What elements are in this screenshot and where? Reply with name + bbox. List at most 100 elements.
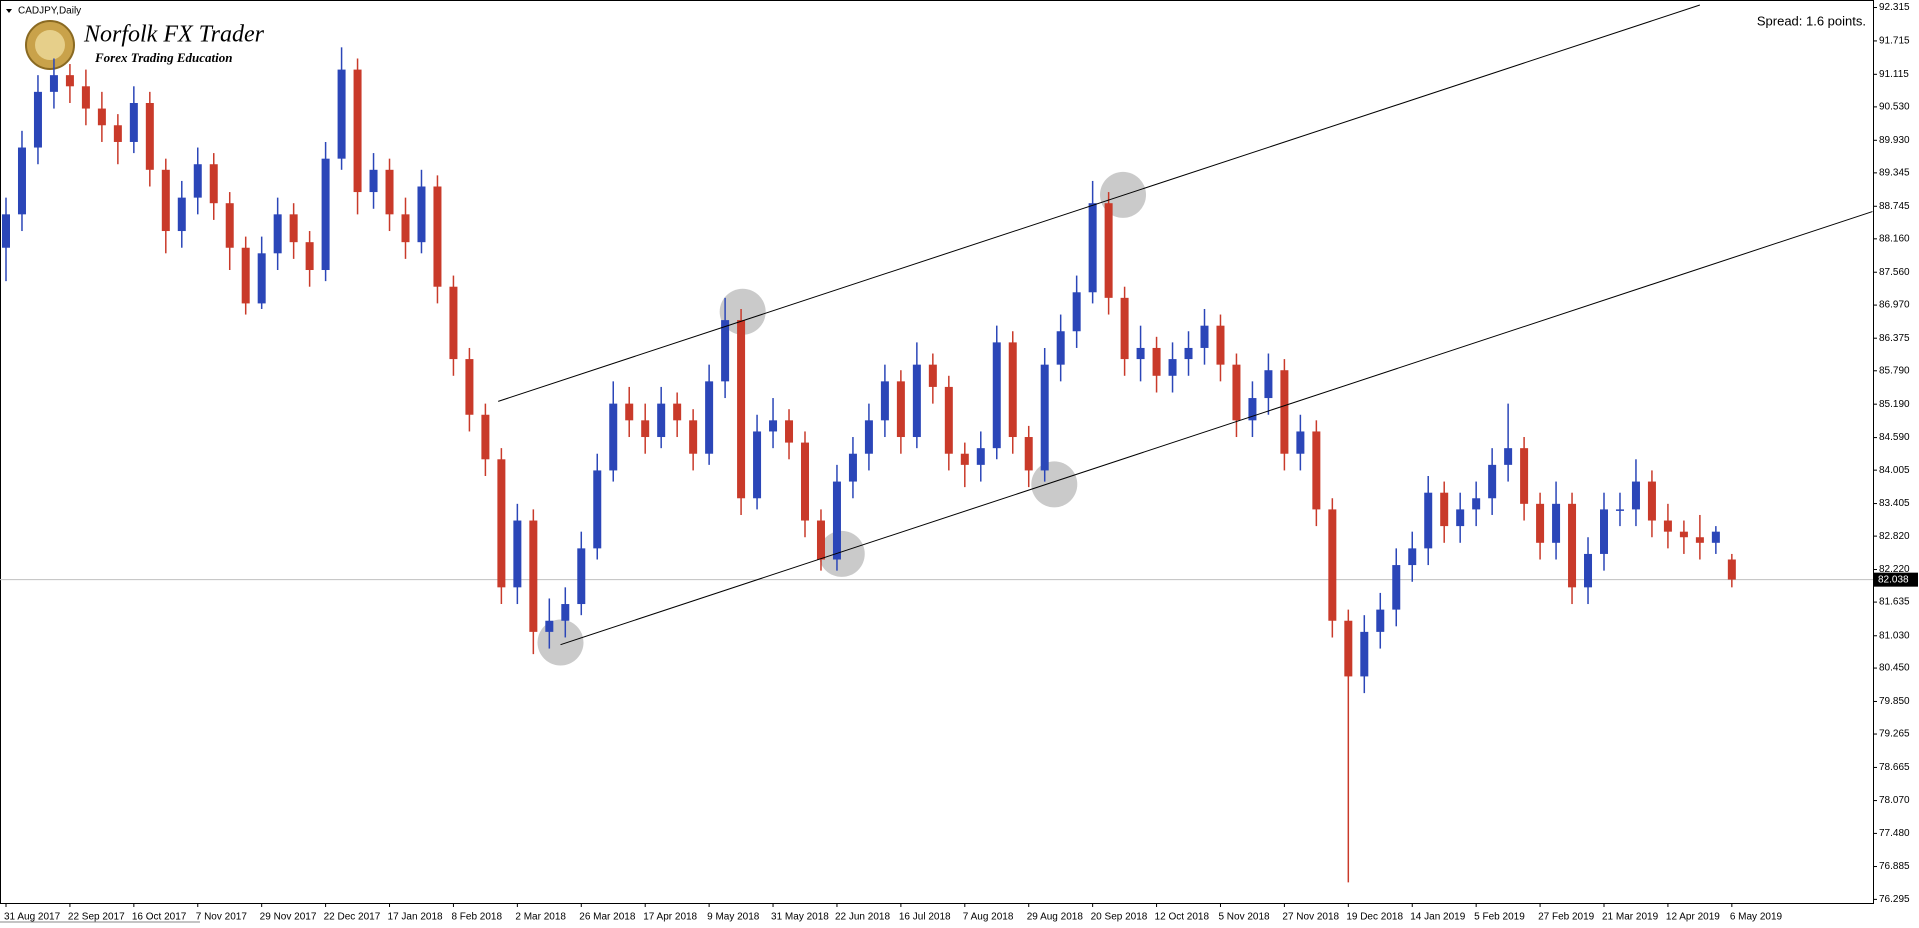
candle-body: [81, 86, 90, 109]
candle-body: [1711, 531, 1720, 543]
candle-body: [1472, 498, 1481, 510]
candle-body: [1536, 503, 1545, 543]
candle-body: [1024, 437, 1033, 471]
candle-body: [832, 481, 841, 560]
candle-body: [1488, 464, 1497, 499]
x-tick-label: 20 Sep 2018: [1091, 912, 1148, 923]
y-tick-label: 88.160: [1879, 233, 1910, 244]
x-tick-label: 22 Dec 2017: [324, 912, 381, 923]
candle-body: [1552, 503, 1561, 543]
candle-body: [1408, 548, 1417, 566]
x-tick-label: 5 Feb 2019: [1474, 912, 1525, 923]
candle-body: [193, 164, 202, 198]
candle-body: [385, 169, 394, 215]
x-tick-label: 31 May 2018: [771, 912, 829, 923]
candle-body: [113, 125, 122, 142]
candle-body: [1008, 342, 1017, 438]
candle-body: [177, 197, 186, 232]
candle-body: [864, 420, 873, 454]
candle-body: [513, 520, 522, 588]
y-tick-label: 86.375: [1879, 333, 1910, 344]
x-tick-label: 31 Aug 2017: [4, 912, 61, 923]
candle-body: [305, 242, 314, 271]
candle-body: [1504, 448, 1513, 465]
current-price-box: [1874, 572, 1918, 587]
candle-body: [960, 453, 969, 465]
touch-highlight: [719, 288, 766, 335]
candle-body: [1136, 347, 1145, 360]
x-tick-label: 17 Apr 2018: [643, 912, 697, 923]
candle-body: [433, 186, 442, 287]
x-tick-label: 27 Nov 2018: [1282, 912, 1339, 923]
x-tick-label: 19 Dec 2018: [1346, 912, 1403, 923]
y-tick-label: 84.590: [1879, 432, 1910, 443]
candle-body: [1248, 398, 1257, 421]
candle-body: [1088, 203, 1097, 293]
candle-body: [401, 214, 410, 243]
candle-body: [593, 470, 602, 549]
candle-body: [1376, 609, 1385, 632]
trendline: [498, 4, 1701, 402]
candle-body: [1216, 325, 1225, 365]
candle-body: [145, 102, 154, 170]
candle-body: [257, 253, 266, 304]
spread-text: Spread: 1.6 points.: [1757, 13, 1866, 28]
candle-body: [1264, 370, 1273, 399]
candle-body: [97, 108, 106, 126]
x-tick-label: 21 Mar 2019: [1602, 912, 1659, 923]
candle-body: [705, 381, 714, 454]
candle-body: [1360, 631, 1369, 677]
y-tick-label: 81.635: [1879, 597, 1910, 608]
plot-frame: [0, 0, 1874, 904]
candle-body: [1056, 331, 1065, 365]
x-tick-label: 6 May 2019: [1730, 912, 1783, 923]
y-tick-label: 86.970: [1879, 300, 1910, 311]
trendline: [560, 211, 1873, 646]
candle-body: [1631, 481, 1640, 510]
candle-body: [689, 420, 698, 454]
x-tick-label: 17 Jan 2018: [388, 912, 443, 923]
candle-body: [609, 403, 618, 471]
candle-body: [1727, 559, 1736, 580]
y-tick-label: 77.480: [1879, 828, 1910, 839]
candle-body: [1695, 537, 1704, 543]
candle-body: [976, 448, 985, 465]
y-tick-label: 81.030: [1879, 630, 1910, 641]
y-tick-label: 87.560: [1879, 267, 1910, 278]
candle-body: [497, 459, 506, 588]
candle-body: [1232, 364, 1241, 421]
candle-body: [241, 247, 250, 304]
y-tick-label: 88.745: [1879, 201, 1910, 212]
y-tick-label: 78.070: [1879, 795, 1910, 806]
x-tick-label: 26 Mar 2018: [579, 912, 636, 923]
candle-body: [848, 453, 857, 482]
candle-body: [369, 169, 378, 193]
y-tick-label: 91.115: [1879, 69, 1909, 80]
menu-arrow: [6, 9, 12, 13]
logo-badge-inner: [35, 30, 65, 60]
y-tick-label: 79.265: [1879, 729, 1910, 740]
logo: Norfolk FX Trader Forex Trading Educatio…: [25, 20, 265, 70]
candle-body: [1040, 364, 1049, 471]
candle-body: [545, 620, 554, 632]
candle-body: [481, 414, 490, 460]
logo-title: Norfolk FX Trader: [83, 22, 265, 48]
x-tick-label: 27 Feb 2019: [1538, 912, 1595, 923]
y-tick-label: 92.315: [1879, 2, 1910, 13]
candle-body: [1312, 431, 1321, 510]
candle-body: [449, 286, 458, 360]
candle-body: [1440, 492, 1449, 527]
x-tick-label: 22 Jun 2018: [835, 912, 890, 923]
candle-body: [1392, 565, 1401, 610]
candle-body: [992, 342, 1001, 449]
candle-body: [1200, 325, 1209, 348]
candle-body: [33, 91, 42, 148]
y-tick-label: 78.665: [1879, 762, 1910, 773]
candle-body: [625, 403, 634, 421]
candle-body: [801, 442, 809, 521]
touch-highlight: [1031, 461, 1078, 508]
candle-body: [816, 520, 825, 560]
candle-body: [289, 214, 298, 243]
y-tick-label: 76.885: [1879, 861, 1910, 872]
